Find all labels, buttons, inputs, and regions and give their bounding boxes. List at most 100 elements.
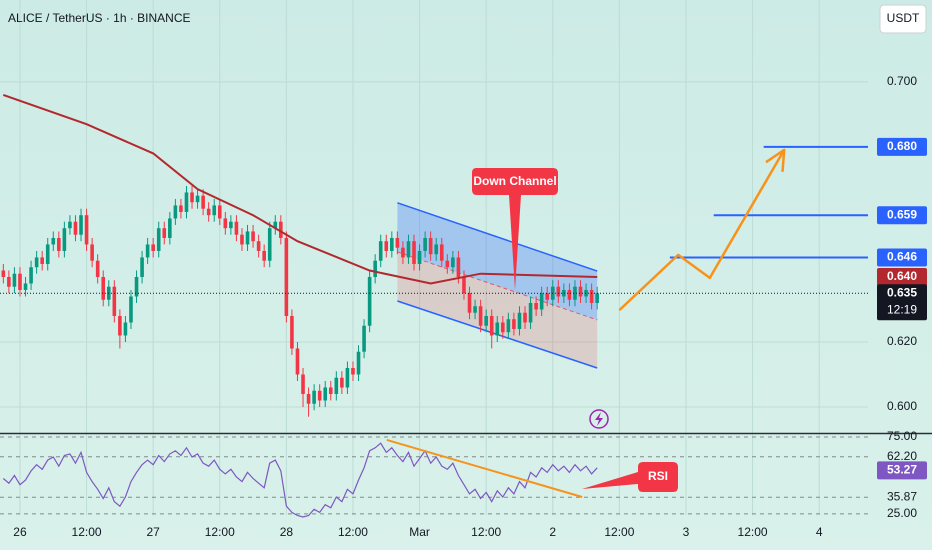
- candle-body: [351, 367, 355, 375]
- candle-body: [295, 348, 300, 375]
- candle-body: [401, 247, 405, 258]
- candle-body: [439, 244, 444, 261]
- candle-body: [478, 306, 483, 326]
- candle-body: [328, 387, 333, 394]
- candle-body: [173, 205, 178, 219]
- candle-body: [190, 192, 194, 203]
- rsi-trendline: [386, 438, 583, 498]
- candle-body: [7, 276, 11, 287]
- candle-body: [306, 393, 311, 404]
- candle-body: [145, 244, 150, 258]
- candle-body: [79, 215, 83, 235]
- candle-body: [262, 250, 266, 261]
- level-badge: [877, 137, 927, 156]
- candle-body: [156, 228, 161, 251]
- level-badge: [877, 248, 927, 267]
- candle-body: [129, 296, 133, 323]
- candle-body: [18, 273, 22, 290]
- candle-body: [206, 208, 211, 216]
- candle-body: [567, 289, 572, 300]
- candle-body: [495, 322, 500, 336]
- x-tick-label: 12:00: [471, 525, 501, 539]
- candle-body: [23, 283, 28, 290]
- candle-body: [179, 205, 183, 212]
- candle-body: [501, 322, 505, 333]
- candle-body: [578, 286, 583, 297]
- rsi-badge: [877, 461, 927, 480]
- down-channel-label: Down Channel: [473, 174, 556, 188]
- candle-body: [101, 276, 106, 300]
- candle-body: [312, 390, 316, 404]
- candle-body: [118, 315, 122, 336]
- rsi-callout-label: RSI: [648, 469, 668, 483]
- candle-body: [462, 276, 466, 294]
- currency-button[interactable]: [879, 4, 927, 34]
- candle-body: [517, 312, 522, 329]
- level-badge-label: 0.646: [887, 250, 917, 264]
- axes: 26 12:00 27 12:00 28 12:00 Mar 12:00 2 12:00 3 12:0…: [13, 74, 927, 539]
- last-price-badge: [877, 284, 927, 321]
- candle-body: [334, 377, 339, 394]
- x-tick-label: 28: [280, 525, 294, 539]
- candle-body: [195, 195, 200, 203]
- candle-body: [451, 257, 455, 268]
- ma-badge: [877, 267, 927, 286]
- candle-body: [456, 257, 461, 277]
- level-badge: [877, 206, 927, 225]
- x-tick-label: 12:00: [604, 525, 634, 539]
- last-price-label: 0.635: [887, 285, 917, 299]
- candle-body: [562, 289, 566, 297]
- candle-body: [51, 237, 56, 245]
- candle-body: [556, 286, 561, 297]
- candle-body: [45, 244, 50, 264]
- candle-body: [234, 221, 239, 235]
- alert-icon[interactable]: [589, 409, 609, 429]
- candle-body: [95, 260, 100, 277]
- candle-body: [534, 302, 538, 310]
- candle-body: [512, 319, 516, 329]
- candle-body: [284, 237, 289, 316]
- candle-body: [29, 267, 33, 284]
- x-tick-label: 4: [816, 525, 823, 539]
- candle-body: [73, 221, 78, 235]
- candle-body: [223, 218, 228, 229]
- candle-body: [40, 257, 44, 264]
- candle-body: [395, 237, 400, 248]
- level-badge-label: 0.680: [887, 139, 917, 153]
- candle-body: [201, 195, 205, 209]
- candle-body: [323, 387, 328, 401]
- candle-body: [279, 221, 283, 238]
- candle-body: [290, 315, 294, 349]
- rsi-badge-label: 53.27: [887, 463, 917, 477]
- x-tick-label: 26: [13, 525, 27, 539]
- candle-body: [267, 228, 272, 261]
- alert-bolt[interactable]: [595, 412, 603, 426]
- candle-body: [345, 367, 350, 388]
- candle-body: [151, 244, 155, 251]
- x-tick-label: 27: [146, 525, 160, 539]
- candle-body: [412, 241, 416, 264]
- candle-body: [545, 293, 550, 300]
- x-tick-label: 2: [549, 525, 556, 539]
- candle-body: [162, 228, 167, 238]
- candle-body: [489, 315, 494, 336]
- down-channel-callout: [472, 168, 558, 290]
- candle-body: [484, 315, 488, 326]
- alert-circle[interactable]: [589, 409, 609, 429]
- x-tick-label: 12:00: [738, 525, 768, 539]
- x-tick-label: Mar: [409, 525, 430, 539]
- candle-body: [112, 286, 117, 316]
- currency-label[interactable]: USDT: [887, 11, 920, 25]
- callouts: Down Channel RSI: [472, 168, 678, 492]
- rsi-line: [2, 442, 598, 518]
- candle-body: [12, 273, 17, 287]
- candle-body: [273, 221, 278, 229]
- countdown-label: 12:19: [887, 302, 917, 316]
- level-badge-label: 0.659: [887, 207, 917, 221]
- candle-body: [301, 374, 305, 394]
- rsi-tick-label: 35.87: [887, 489, 917, 503]
- candle-body: [390, 237, 394, 251]
- candle-body: [417, 250, 422, 264]
- candle-body: [240, 234, 244, 245]
